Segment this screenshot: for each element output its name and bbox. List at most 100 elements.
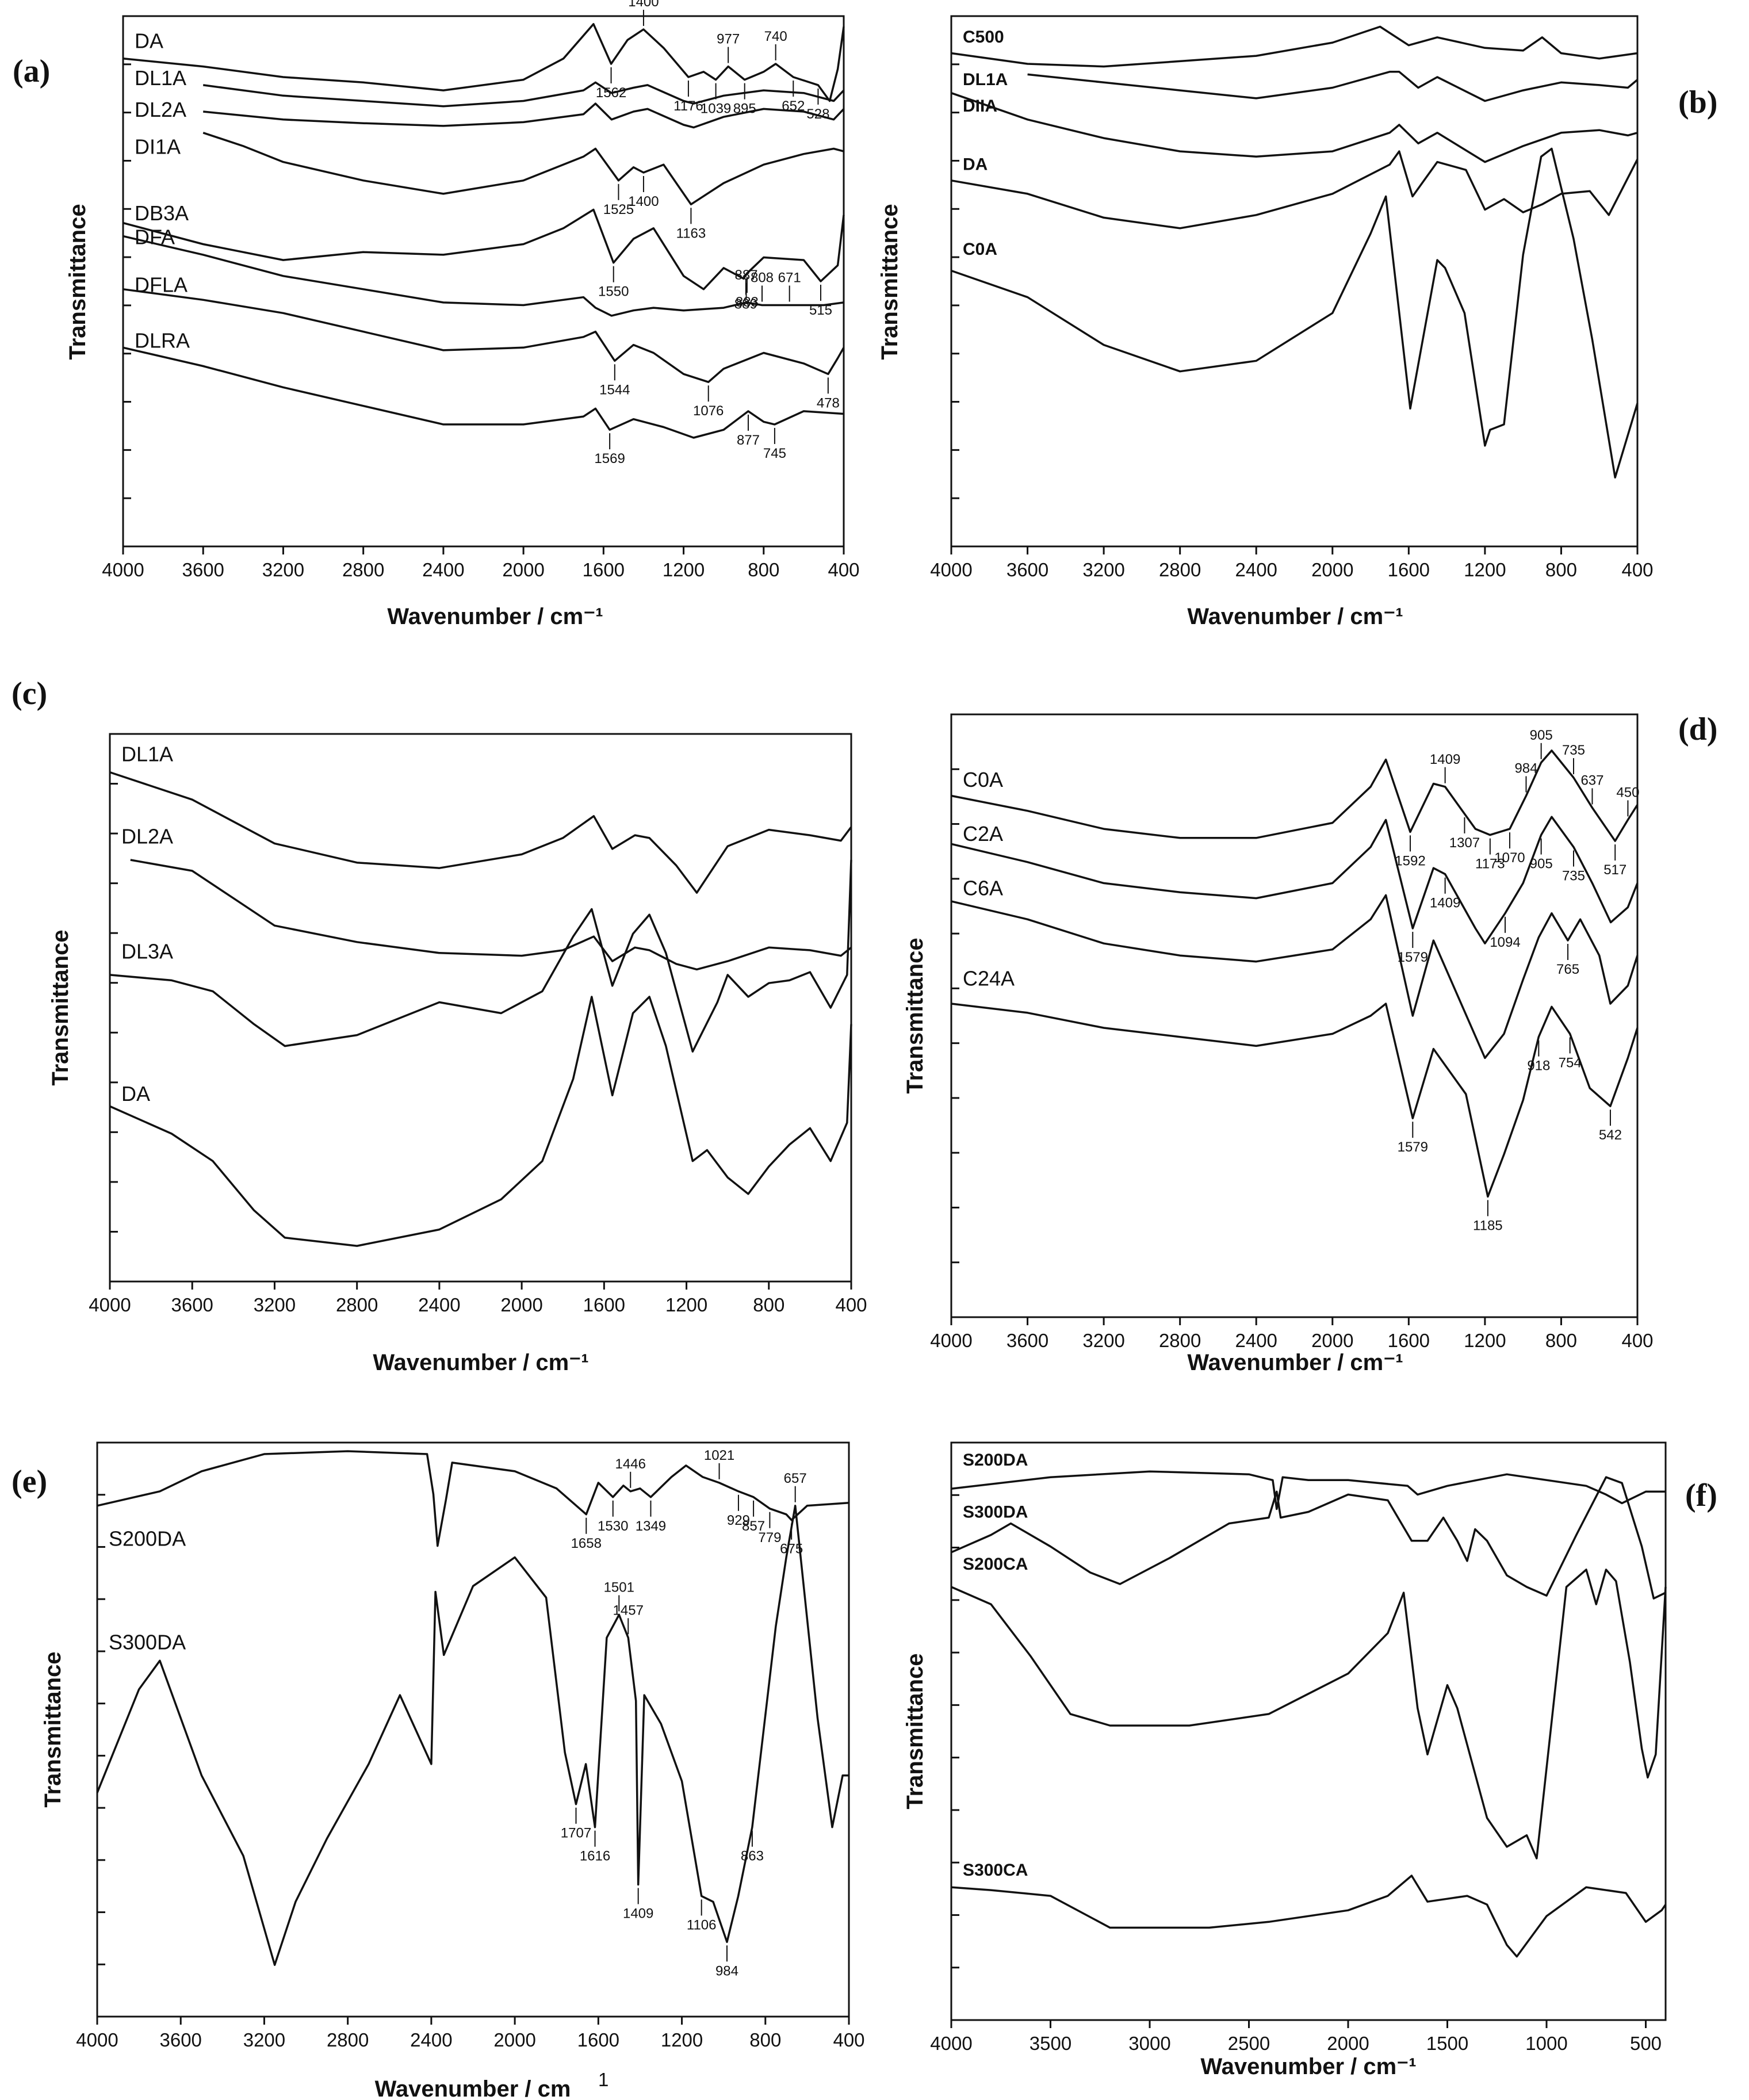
peak-label: 877 [737,433,760,448]
peak-label: 765 [1556,962,1579,977]
y-axis-label: Transmittance [902,938,928,1093]
series-line-dl2a [203,102,845,129]
series-line-c0a [951,749,1639,842]
x-tick-label: 4000 [930,1330,972,1351]
series-label: C2A [963,822,1003,846]
panel-letter: (b) [1678,85,1717,120]
peak-label: 1501 [604,1579,634,1595]
peak-label: 1544 [599,382,630,397]
x-tick-label: 1200 [661,2029,703,2051]
plot-frame [109,733,852,1283]
series-line-dl3a [109,859,852,1053]
series-line-c6a [951,894,1639,1059]
peak-label: 671 [778,270,801,285]
y-axis-label: Transmittance [902,1653,928,1809]
x-axis-label: Wavenumber / cm [375,2076,571,2100]
x-tick-label: 1200 [663,559,705,580]
peak-label: 1658 [571,1536,602,1551]
x-tick-label: 2500 [1228,2033,1270,2054]
series-line-c24a [951,1003,1639,1198]
peak-label: 1400 [628,0,659,10]
x-tick-label: 4000 [89,1294,131,1315]
series-label: DLRA [135,328,190,352]
x-tick-label: 3200 [262,559,304,580]
x-tick-label: 1200 [1464,559,1506,580]
series-line-s300da [951,1476,1666,1600]
peak-label: 1021 [704,1448,734,1463]
x-tick-label: 1500 [1426,2033,1468,2054]
y-axis-label: Transmittance [65,204,90,359]
series-label: DL2A [121,824,173,848]
x-tick-label: 3000 [1128,2033,1170,2054]
panel-letter: (c) [12,676,47,712]
x-tick-label: 2000 [1327,2033,1369,2054]
x-tick-label: 3500 [1030,2033,1071,2054]
x-tick-label: 2000 [500,1294,542,1315]
peak-label: 863 [741,1849,764,1864]
peak-label: 1400 [628,194,659,209]
x-tick-label: 1600 [1388,559,1430,580]
x-tick-label: 2800 [336,1294,378,1315]
series-line-dfa [123,235,844,317]
peak-label: 905 [1530,728,1553,743]
peak-label: 1173 [1475,856,1505,872]
x-tick-label: 3600 [1006,1330,1048,1351]
peak-label: 1176 [673,98,703,114]
series-line-s300da [96,1505,849,1966]
series-line-dlra [123,346,844,439]
series-label: DL1A [135,66,186,90]
x-tick-label: 400 [1621,1330,1653,1351]
peak-label: 1076 [693,403,724,419]
x-tick-label: 400 [1621,559,1653,580]
x-tick-label: 800 [1545,559,1577,580]
series-label: C24A [963,967,1015,990]
x-tick-label: 3600 [171,1294,213,1315]
series-label: S300DA [109,1630,186,1654]
peak-label: 1039 [701,101,731,117]
x-tick-label: 2000 [1311,1330,1353,1351]
peak-label: 754 [1559,1055,1582,1070]
x-tick-label: 2400 [1235,1330,1277,1351]
peak-label: 1409 [1430,896,1460,911]
plot-frame [950,15,1639,548]
plot-c: 4000 3600 3200 2800 2400 2000 1600 1200 800 400 Wa… [48,733,867,1375]
series-label: DL2A [135,98,186,121]
peak-label: 1616 [580,1849,610,1864]
peak-label: 808 [751,270,774,285]
panel-e: (e) [12,1464,47,1500]
x-tick-label: 3600 [160,2029,202,2051]
peak-label: 1409 [1430,752,1460,767]
x-axis-label: Wavenumber / cm⁻¹ [1187,604,1403,629]
series-line-dfla [123,288,845,383]
x-tick-label: 2400 [1235,559,1277,580]
peak-label: 1070 [1494,850,1525,866]
peak-label: 1409 [623,1906,653,1921]
x-tick-label: 3200 [254,1294,296,1315]
series-line-s200da [951,1470,1666,1510]
x-tick-label: 3600 [1006,559,1048,580]
x-tick-label: 1200 [1464,1330,1506,1351]
x-tick-label: 800 [748,559,779,580]
series-label: S200DA [963,1451,1028,1470]
x-tick-label: 2400 [422,559,464,580]
peak-label: 1106 [687,1917,717,1933]
panel-b: (b) [1678,85,1717,120]
peak-label: 735 [1562,743,1585,758]
x-tick-label: 800 [749,2029,781,2051]
peak-label: 984 [1514,760,1537,776]
x-tick-label: 3200 [243,2029,285,2051]
peak-label: 1530 [598,1518,628,1534]
series-line-c500 [951,25,1638,68]
peak-label: 1592 [1395,853,1425,869]
series-line-c0a [951,147,1639,479]
x-tick-label: 1600 [583,1294,625,1315]
plot-e: 4000 3600 3200 2800 2400 2000 1600 1200 800 400 Wa… [40,1441,865,2100]
panel-f: (f) [1685,1478,1717,1513]
panel-letter: (a) [13,53,50,89]
panel-c: (c) [12,676,47,712]
x-tick-label: 3200 [1082,1330,1124,1351]
x-axis-label: Wavenumber / cm⁻¹ [387,604,603,629]
x-tick-label: 1000 [1525,2033,1567,2054]
peak-label: 1349 [636,1518,666,1534]
plot-frame [96,1441,850,2018]
